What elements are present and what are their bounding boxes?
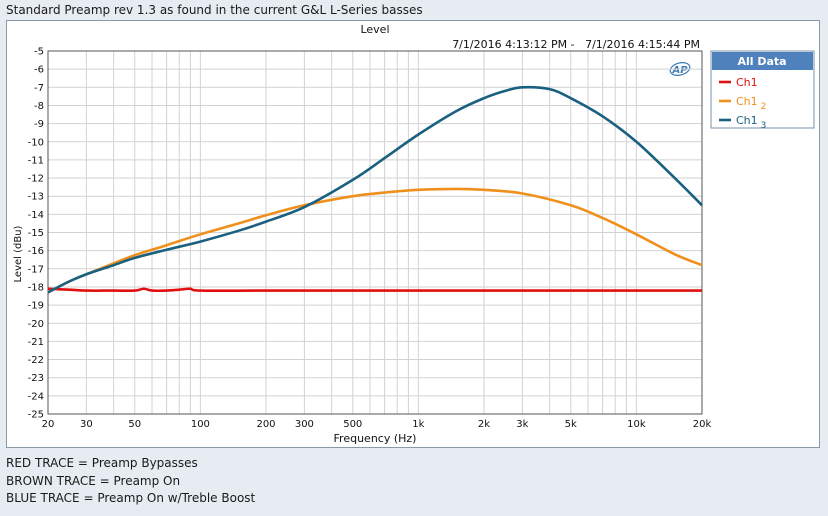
y-tick-label: -23 <box>28 373 44 384</box>
y-tick-label: -15 <box>28 228 44 239</box>
y-tick-label: -25 <box>28 410 44 421</box>
y-tick-label: -5 <box>34 47 44 58</box>
series-line-1 <box>47 287 702 293</box>
note-brown-trace: BROWN TRACE = Preamp On <box>6 473 181 488</box>
legend-subscript: 2 <box>761 102 767 112</box>
x-tick-label: 30 <box>80 419 93 430</box>
y-tick-label: -20 <box>28 319 44 330</box>
chart-title: Level <box>360 23 389 36</box>
x-tick-label: 300 <box>295 419 314 430</box>
note-red-trace: RED TRACE = Preamp Bypasses <box>6 456 198 470</box>
x-tick-label: 20 <box>42 419 55 430</box>
x-tick-label: 500 <box>343 419 362 430</box>
notes: RED TRACE = Preamp Bypasses BROWN TRACE … <box>6 455 255 508</box>
x-tick-label: 3k <box>516 419 528 430</box>
x-tick-label: 200 <box>256 419 275 430</box>
y-tick-labels: -5 -6 -7 -8 -9 -10 -11 -12 -13 -14 -15 -16 -17 -18 -19… <box>28 47 44 421</box>
legend-title: All Data <box>737 55 786 68</box>
y-tick-label: -7 <box>34 83 44 94</box>
y-tick-label: -17 <box>28 264 44 275</box>
x-tick-label: 10k <box>627 419 646 430</box>
x-axis-label: Frequency (Hz) <box>334 432 417 445</box>
x-tick-label: 50 <box>128 419 141 430</box>
legend-subscript: 3 <box>761 121 767 131</box>
y-tick-label: -12 <box>28 174 44 185</box>
y-tick-label: -16 <box>28 246 44 257</box>
y-tick-label: -24 <box>28 391 44 402</box>
note-blue-trace: BLUE TRACE = Preamp On w/Treble Boost <box>6 491 256 505</box>
plot-area <box>47 50 703 415</box>
x-tick-label: 2k <box>478 419 490 430</box>
level-chart: Level 7/1/2016 4:13:12 PM - 7/1/2016 4:1… <box>13 23 815 445</box>
x-tick-label: 5k <box>565 419 577 430</box>
y-tick-label: -13 <box>28 192 44 203</box>
series-lines <box>47 85 703 294</box>
y-tick-label: -14 <box>28 210 44 221</box>
y-tick-label: -11 <box>28 155 44 166</box>
chart-panel: Level 7/1/2016 4:13:12 PM - 7/1/2016 4:1… <box>6 20 820 448</box>
y-tick-label: -19 <box>28 301 44 312</box>
legend-label[interactable]: Ch1 <box>736 76 758 89</box>
y-tick-label: -18 <box>28 282 44 293</box>
ap-logo: AP <box>669 62 691 76</box>
y-tick-label: -6 <box>34 65 44 76</box>
x-tick-label: 100 <box>191 419 210 430</box>
y-tick-label: -9 <box>34 119 44 130</box>
y-tick-label: -8 <box>34 101 44 112</box>
window-title: Standard Preamp rev 1.3 as found in the … <box>6 3 423 17</box>
grid <box>47 50 703 415</box>
y-tick-label: -22 <box>28 355 44 366</box>
ap-logo-text: AP <box>671 65 688 76</box>
legend-header <box>712 52 813 70</box>
series-line-2 <box>47 187 703 294</box>
y-tick-label: -21 <box>28 337 44 348</box>
series-line-3 <box>47 85 703 294</box>
chart-timestamp: 7/1/2016 4:13:12 PM - 7/1/2016 4:15:44 P… <box>452 38 700 51</box>
x-tick-label: 20k <box>693 419 712 430</box>
y-tick-label: -10 <box>28 137 44 148</box>
x-tick-labels: 20 30 50 100 200 300 500 1k 2k 3k 5k 10k 20k <box>42 419 712 430</box>
x-tick-label: 1k <box>412 419 424 430</box>
y-axis-label: Level (dBu) <box>13 225 24 282</box>
